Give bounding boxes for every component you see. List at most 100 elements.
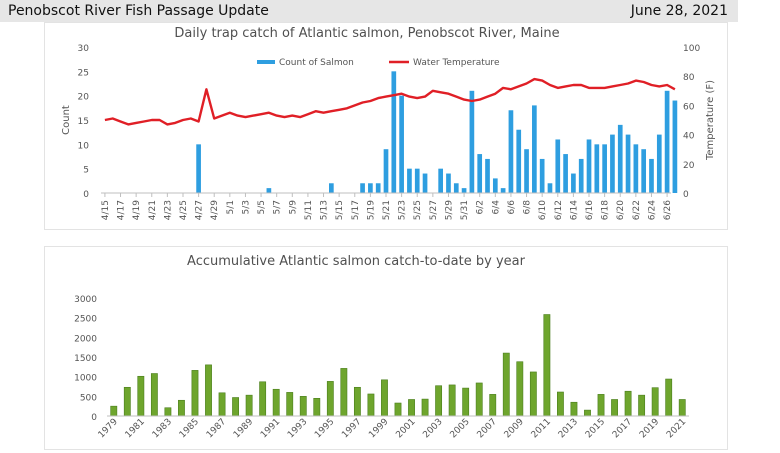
annual-catch-bar — [529, 371, 537, 417]
x-tick-label: 6/8 — [523, 200, 533, 215]
annual-catch-bar — [245, 394, 253, 417]
y-tick-label: 0 — [91, 413, 97, 423]
y-tick-label: 2500 — [74, 315, 97, 325]
salmon-count-bar — [563, 154, 568, 193]
x-tick-label: 5/23 — [398, 200, 408, 220]
x-tick-label: 1997 — [340, 417, 363, 440]
salmon-count-bar — [446, 173, 451, 193]
x-tick-label: 2005 — [449, 417, 472, 440]
x-tick-label: 1985 — [178, 417, 201, 440]
x-tick-label: 6/12 — [554, 200, 564, 220]
x-tick-label: 1991 — [259, 417, 282, 440]
x-tick-label: 1979 — [97, 417, 120, 440]
x-tick-label: 1999 — [367, 417, 390, 440]
legend-label-temperature: Water Temperature — [413, 58, 500, 68]
salmon-count-bar — [539, 158, 545, 193]
x-tick-label: 6/16 — [585, 200, 595, 220]
y-tick-label: 0 — [83, 190, 89, 200]
x-tick-label: 5/27 — [429, 200, 439, 220]
y2-tick-label: 80 — [683, 73, 695, 83]
annual-catch-bar — [408, 399, 415, 417]
x-tick-label: 2017 — [611, 417, 634, 440]
y-tick-label: 500 — [80, 393, 97, 403]
chart-title: Daily trap catch of Atlantic salmon, Pen… — [174, 26, 559, 41]
annual-catch-bar — [326, 381, 334, 417]
annual-catch-bar — [557, 391, 564, 417]
x-tick-label: 2007 — [476, 417, 499, 440]
annual-catch-bar — [448, 384, 456, 417]
accumulative-catch-chart-panel: Accumulative Atlantic salmon catch-to-da… — [44, 246, 728, 450]
annual-catch-bar — [570, 401, 578, 417]
annual-catch-bar — [638, 394, 646, 417]
x-tick-label: 2011 — [530, 417, 553, 440]
x-tick-label: 5/13 — [320, 200, 330, 220]
annual-catch-bar — [678, 399, 686, 417]
annual-catch-bar — [475, 382, 483, 417]
annual-catch-bar — [286, 392, 294, 417]
salmon-count-bar — [571, 173, 576, 193]
x-tick-label: 5/7 — [273, 200, 283, 214]
x-tick-label: 4/29 — [210, 200, 220, 220]
y2-tick-label: 20 — [683, 161, 695, 171]
x-tick-label: 5/11 — [304, 200, 314, 220]
x-tick-label: 6/14 — [569, 200, 579, 220]
y2-tick-label: 60 — [683, 102, 695, 112]
salmon-count-bar — [532, 105, 537, 193]
annual-catch-bar — [218, 392, 226, 417]
salmon-count-bar — [266, 188, 272, 193]
x-tick-label: 2013 — [557, 417, 580, 440]
x-tick-label: 5/19 — [366, 200, 376, 220]
y2-axis-label: Temperature (F) — [705, 80, 716, 161]
x-tick-label: 4/17 — [117, 200, 127, 220]
annual-catch-bar — [516, 361, 524, 417]
y2-tick-label: 100 — [683, 44, 700, 54]
x-tick-label: 2001 — [394, 417, 417, 440]
salmon-count-bar — [492, 178, 498, 193]
salmon-count-bar — [375, 183, 381, 193]
salmon-count-bar — [399, 95, 404, 193]
x-tick-label: 5/9 — [288, 200, 298, 215]
salmon-count-bar — [516, 129, 522, 193]
annual-catch-bar — [502, 352, 510, 417]
annual-catch-bar — [584, 409, 591, 417]
y-tick-label: 10 — [78, 141, 90, 151]
report-date: June 28, 2021 — [630, 3, 728, 19]
daily-trap-chart-panel: Daily trap catch of Atlantic salmon, Pen… — [44, 22, 728, 230]
annual-catch-bar — [259, 381, 267, 417]
accumulative-catch-chart: Accumulative Atlantic salmon catch-to-da… — [74, 254, 689, 440]
x-tick-label: 5/21 — [382, 200, 392, 220]
annual-catch-bar — [150, 373, 158, 417]
x-tick-label: 5/25 — [413, 200, 423, 220]
salmon-count-bar — [602, 144, 607, 193]
salmon-count-bar — [477, 154, 483, 193]
x-tick-label: 6/10 — [538, 200, 548, 220]
salmon-count-bar — [664, 90, 670, 193]
legend-label-salmon: Count of Salmon — [279, 58, 354, 68]
x-tick-label: 1993 — [286, 417, 309, 440]
x-tick-label: 2009 — [503, 417, 526, 440]
y2-tick-label: 0 — [683, 190, 689, 200]
salmon-count-bar — [196, 144, 201, 193]
annual-catch-bar — [489, 394, 497, 417]
y-tick-label: 2000 — [74, 334, 97, 344]
x-tick-label: 1983 — [151, 417, 174, 440]
x-tick-label: 4/23 — [163, 200, 173, 220]
salmon-count-bar — [461, 188, 467, 193]
x-tick-label: 2019 — [638, 417, 661, 440]
y-axis-label: Count — [61, 105, 72, 135]
annual-catch-bar — [435, 385, 443, 417]
annual-catch-bar — [543, 314, 551, 417]
salmon-count-bar — [414, 168, 420, 193]
annual-catch-bar — [611, 399, 618, 417]
annual-catch-bar — [353, 386, 361, 417]
salmon-count-bar — [508, 110, 514, 193]
annual-catch-bar — [191, 370, 199, 417]
salmon-count-bar — [422, 173, 428, 193]
salmon-count-bar — [649, 158, 654, 193]
salmon-count-bar — [469, 90, 475, 193]
annual-catch-bar — [421, 398, 429, 417]
x-tick-label: 6/4 — [491, 200, 501, 215]
y-tick-label: 1500 — [74, 354, 97, 364]
x-tick-label: 4/19 — [132, 200, 142, 220]
salmon-count-bar — [555, 139, 561, 193]
